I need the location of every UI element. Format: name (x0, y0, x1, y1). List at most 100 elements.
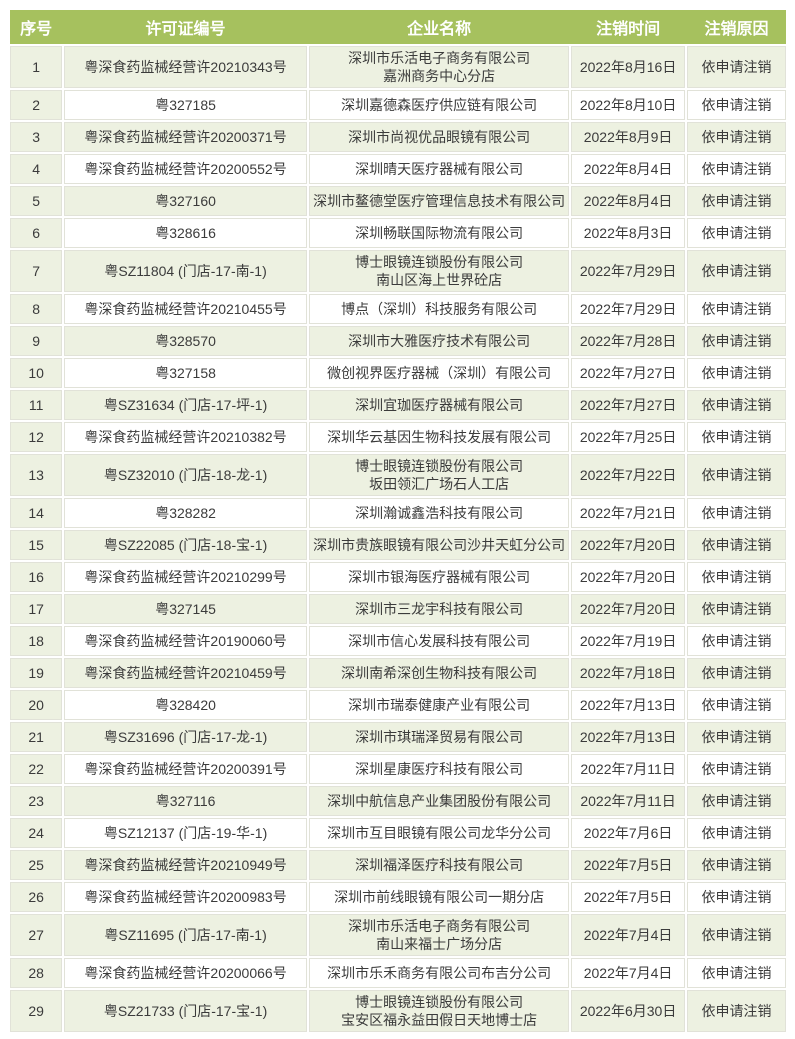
cell-no: 23 (10, 786, 63, 816)
column-header-company: 企业名称 (308, 10, 570, 44)
cell-company: 深圳市琪瑞泽贸易有限公司 (308, 722, 570, 752)
cell-no: 11 (10, 390, 63, 420)
table-row: 4 粤深食药监械经营许20200552号 深圳晴天医疗器械有限公司 2022年8月4日… (10, 154, 786, 184)
cell-reason: 依申请注销 (686, 358, 786, 388)
cell-no: 12 (10, 422, 63, 452)
cell-date: 2022年7月5日 (571, 882, 685, 912)
cell-license: 粤深食药监械经营许20210343号 (64, 46, 307, 88)
cell-date: 2022年7月25日 (571, 422, 685, 452)
license-cancellation-table: 序号 许可证编号 企业名称 注销时间 注销原因 1 粤深食药监械经营许20210343号深… (8, 8, 788, 1034)
cell-date: 2022年7月5日 (571, 850, 685, 880)
cell-date: 2022年7月20日 (571, 594, 685, 624)
cell-license: 粤深食药监械经营许20200066号 (64, 958, 307, 988)
cell-date: 2022年8月3日 (571, 218, 685, 248)
cell-reason: 依申请注销 (686, 46, 786, 88)
cell-company: 深圳市鳌德堂医疗管理信息技术有限公司 (308, 186, 570, 216)
cell-date: 2022年7月27日 (571, 358, 685, 388)
cell-reason: 依申请注销 (686, 786, 786, 816)
table-row: 9 粤328570 深圳市大雅医疗技术有限公司 2022年7月28日 依申请注销 (10, 326, 786, 356)
cell-no: 19 (10, 658, 63, 688)
cell-company: 深圳市乐活电子商务有限公司 嘉洲商务中心分店 (308, 46, 570, 88)
cell-company: 深圳市信心发展科技有限公司 (308, 626, 570, 656)
cell-no: 22 (10, 754, 63, 784)
cell-no: 29 (10, 990, 63, 1032)
cell-date: 2022年7月13日 (571, 690, 685, 720)
cell-reason: 依申请注销 (686, 390, 786, 420)
table-row: 3 粤深食药监械经营许20200371号 深圳市尚视优品眼镜有限公司 2022年8月9… (10, 122, 786, 152)
table-row: 20 粤328420 深圳市瑞泰健康产业有限公司 2022年7月13日 依申请注销 (10, 690, 786, 720)
cell-reason: 依申请注销 (686, 882, 786, 912)
cell-company: 微创视界医疗器械（深圳）有限公司 (308, 358, 570, 388)
cell-license: 粤深食药监械经营许20210299号 (64, 562, 307, 592)
cell-date: 2022年7月29日 (571, 250, 685, 292)
cell-license: 粤327185 (64, 90, 307, 120)
column-header-no: 序号 (10, 10, 63, 44)
cell-license: 粤深食药监械经营许20200983号 (64, 882, 307, 912)
cell-no: 15 (10, 530, 63, 560)
cell-reason: 依申请注销 (686, 818, 786, 848)
table-row: 5 粤327160 深圳市鳌德堂医疗管理信息技术有限公司 2022年8月4日 依申请注销 (10, 186, 786, 216)
cell-reason: 依申请注销 (686, 594, 786, 624)
table-row: 25 粤深食药监械经营许20210949号 深圳福泽医疗科技有限公司 2022年7月5… (10, 850, 786, 880)
cell-reason: 依申请注销 (686, 958, 786, 988)
cell-reason: 依申请注销 (686, 530, 786, 560)
cell-license: 粤327158 (64, 358, 307, 388)
cell-no: 3 (10, 122, 63, 152)
cell-reason: 依申请注销 (686, 850, 786, 880)
cell-no: 21 (10, 722, 63, 752)
cell-reason: 依申请注销 (686, 326, 786, 356)
cell-reason: 依申请注销 (686, 154, 786, 184)
table-header-row: 序号 许可证编号 企业名称 注销时间 注销原因 (10, 10, 786, 44)
cell-date: 2022年7月4日 (571, 958, 685, 988)
cell-date: 2022年7月4日 (571, 914, 685, 956)
cell-no: 17 (10, 594, 63, 624)
cell-company: 深圳市贵族眼镜有限公司沙井天虹分公司 (308, 530, 570, 560)
cell-reason: 依申请注销 (686, 498, 786, 528)
table-row: 7 粤SZ11804 (门店-17-南-1) 博士眼镜连锁股份有限公司 南山区海上世界… (10, 250, 786, 292)
cell-license: 粤深食药监械经营许20210455号 (64, 294, 307, 324)
cell-company: 博点（深圳）科技服务有限公司 (308, 294, 570, 324)
cell-date: 2022年7月29日 (571, 294, 685, 324)
cell-date: 2022年8月10日 (571, 90, 685, 120)
cell-company: 深圳市互目眼镜有限公司龙华分公司 (308, 818, 570, 848)
cell-reason: 依申请注销 (686, 454, 786, 496)
cell-date: 2022年7月18日 (571, 658, 685, 688)
table-row: 15 粤SZ22085 (门店-18-宝-1) 深圳市贵族眼镜有限公司沙井天虹分公司… (10, 530, 786, 560)
cell-license: 粤327160 (64, 186, 307, 216)
cell-date: 2022年7月20日 (571, 530, 685, 560)
cell-no: 24 (10, 818, 63, 848)
cell-reason: 依申请注销 (686, 914, 786, 956)
table-body: 1 粤深食药监械经营许20210343号 深圳市乐活电子商务有限公司 嘉洲商务中心分店… (10, 46, 786, 1032)
cell-company: 深圳市银海医疗器械有限公司 (308, 562, 570, 592)
cell-date: 2022年8月4日 (571, 154, 685, 184)
cell-no: 18 (10, 626, 63, 656)
cell-license: 粤SZ31696 (门店-17-龙-1) (64, 722, 307, 752)
cell-company: 博士眼镜连锁股份有限公司 宝安区福永益田假日天地博士店 (308, 990, 570, 1032)
table-row: 23 粤327116 深圳中航信息产业集团股份有限公司 2022年7月11日 依申请注销 (10, 786, 786, 816)
cell-no: 27 (10, 914, 63, 956)
cell-license: 粤深食药监械经营许20210949号 (64, 850, 307, 880)
cell-date: 2022年7月6日 (571, 818, 685, 848)
cell-company: 博士眼镜连锁股份有限公司 南山区海上世界砼店 (308, 250, 570, 292)
cell-company: 深圳晴天医疗器械有限公司 (308, 154, 570, 184)
cell-company: 深圳宜珈医疗器械有限公司 (308, 390, 570, 420)
cell-date: 2022年8月4日 (571, 186, 685, 216)
cell-license: 粤SZ31634 (门店-17-坪-1) (64, 390, 307, 420)
cell-reason: 依申请注销 (686, 294, 786, 324)
table-row: 27 粤SZ11695 (门店-17-南-1) 深圳市乐活电子商务有限公司 南山来福士… (10, 914, 786, 956)
table-row: 12 粤深食药监械经营许20210382号 深圳华云基因生物科技发展有限公司 2022… (10, 422, 786, 452)
cell-license: 粤SZ12137 (门店-19-华-1) (64, 818, 307, 848)
column-header-reason: 注销原因 (686, 10, 786, 44)
cell-no: 26 (10, 882, 63, 912)
cell-license: 粤327116 (64, 786, 307, 816)
cell-license: 粤SZ11804 (门店-17-南-1) (64, 250, 307, 292)
table-row: 28 粤深食药监械经营许20200066号 深圳市乐禾商务有限公司布吉分公司 2022… (10, 958, 786, 988)
cell-no: 1 (10, 46, 63, 88)
cell-reason: 依申请注销 (686, 626, 786, 656)
cell-reason: 依申请注销 (686, 90, 786, 120)
cell-no: 25 (10, 850, 63, 880)
cell-license: 粤328570 (64, 326, 307, 356)
cell-company: 深圳华云基因生物科技发展有限公司 (308, 422, 570, 452)
cell-license: 粤328616 (64, 218, 307, 248)
